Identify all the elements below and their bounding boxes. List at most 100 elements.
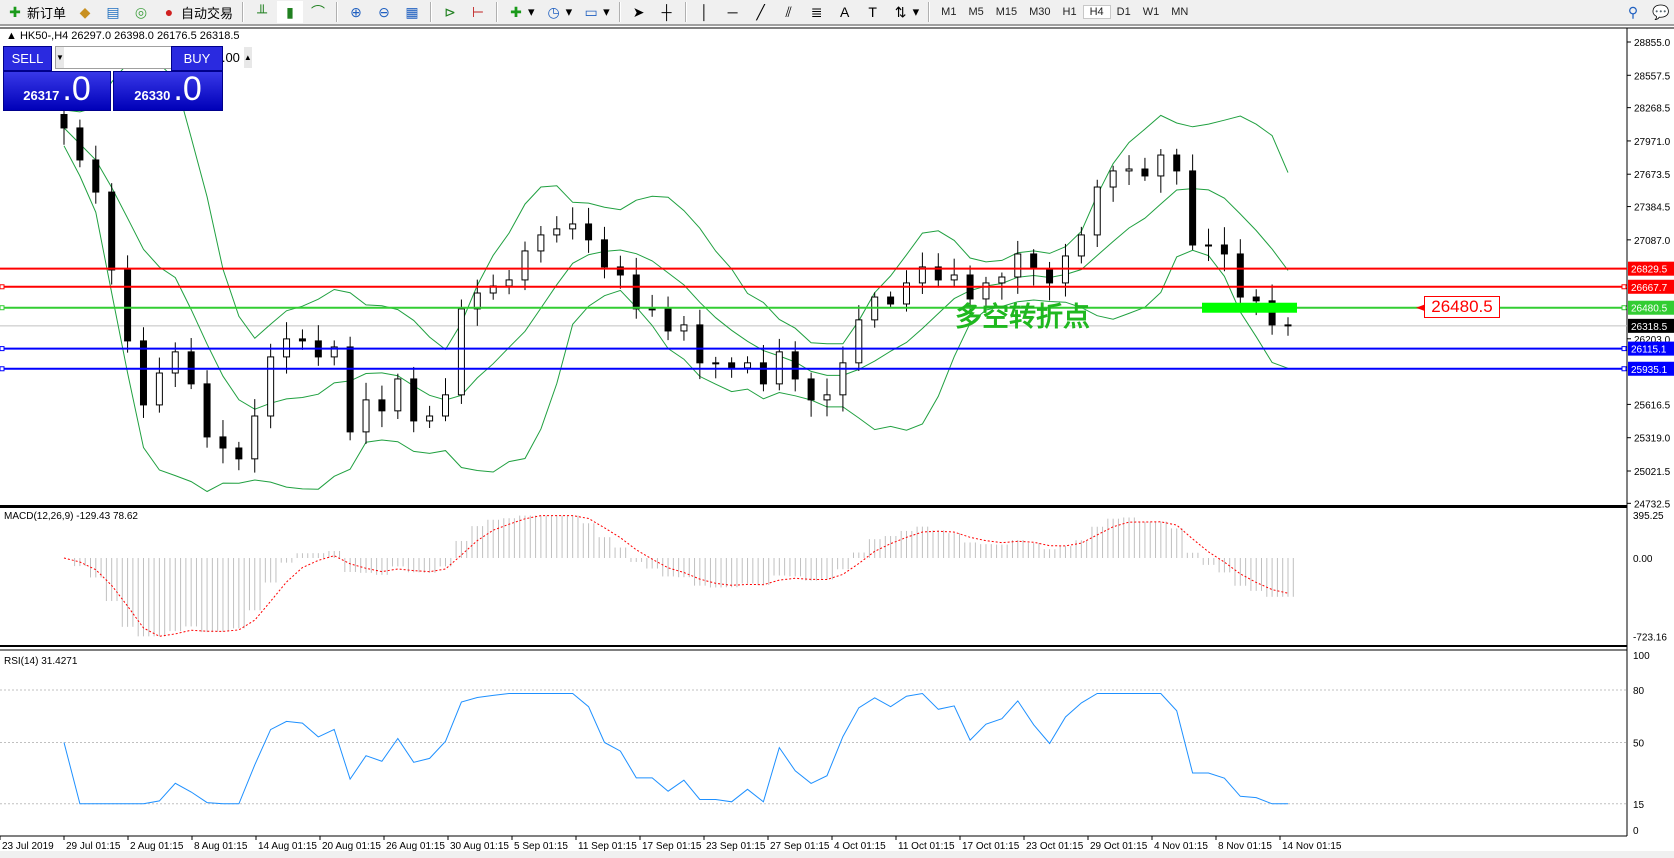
signals-button[interactable]: ◎ xyxy=(128,1,154,23)
collapse-icon[interactable]: ▲ xyxy=(6,30,20,42)
line-handle[interactable] xyxy=(0,346,5,352)
channel-icon: ⫽ xyxy=(785,3,792,20)
line-handle[interactable] xyxy=(1621,284,1627,290)
bull-candle xyxy=(251,415,259,460)
chat-button[interactable]: 💬 xyxy=(1648,1,1674,23)
bear-candle xyxy=(1141,168,1149,177)
pane-separator[interactable] xyxy=(0,505,1627,508)
bear-candle xyxy=(807,378,815,401)
time-axis-label: 17 Oct 01:15 xyxy=(962,841,1020,852)
bull-candle xyxy=(982,282,990,300)
timeframe-m1[interactable]: M1 xyxy=(941,6,957,18)
bull-candle xyxy=(1077,234,1085,257)
add-indicator-icon: ✚ xyxy=(510,3,522,20)
bull-candle xyxy=(553,228,561,236)
timeframe-d1[interactable]: D1 xyxy=(1116,6,1131,18)
lot-increase-button[interactable]: ▲ xyxy=(243,47,252,68)
time-axis-label: 8 Aug 01:15 xyxy=(194,841,248,852)
cursor-button[interactable]: ➤ xyxy=(626,1,652,23)
bull-candle xyxy=(537,234,545,252)
periods-button[interactable]: ◷ ▾ xyxy=(541,1,577,23)
reversal-point-annotation[interactable]: 多空转折点 xyxy=(955,302,1090,333)
trendline-button[interactable]: ╱ xyxy=(748,1,774,23)
level-price-tag-label: 25935.1 xyxy=(1631,365,1668,376)
price-tick-label: 27384.5 xyxy=(1634,203,1671,214)
buy-button[interactable]: BUY xyxy=(171,46,223,71)
bull-candle xyxy=(394,378,402,412)
crosshair-button[interactable]: ┼ xyxy=(654,1,680,23)
macd-axis-label: 0.00 xyxy=(1633,554,1653,565)
terminal-button[interactable]: ▤ xyxy=(100,1,126,23)
time-axis-label: 27 Sep 01:15 xyxy=(770,841,830,852)
bull-candle xyxy=(998,276,1006,284)
auto-scroll-button[interactable]: ⊳ xyxy=(437,1,463,23)
line-handle[interactable] xyxy=(0,305,5,311)
chart-shift-button[interactable]: ⊢ xyxy=(465,1,491,23)
indicators-button[interactable]: ✚ ▾ xyxy=(503,1,539,23)
price-tick-label: 28557.5 xyxy=(1634,71,1671,82)
history-button[interactable]: ◆ xyxy=(72,1,98,23)
bar-chart-button[interactable]: ╨ xyxy=(249,1,275,23)
price-tick-label: 24732.5 xyxy=(1634,499,1671,510)
sell-price-box[interactable]: 26317.0 xyxy=(3,71,111,111)
tile-windows-button[interactable]: ▦ xyxy=(399,1,425,23)
rsi-axis-label: 0 xyxy=(1633,826,1639,837)
buy-price-box[interactable]: 26330.0 xyxy=(113,71,223,111)
line-handle[interactable] xyxy=(1621,305,1627,311)
line-handle[interactable] xyxy=(0,366,5,372)
price-tick-label: 25021.5 xyxy=(1634,467,1671,478)
macd-axis-label: -723.16 xyxy=(1633,633,1667,644)
bull-candle xyxy=(1125,168,1133,172)
timeframe-m15[interactable]: M15 xyxy=(995,6,1018,18)
search-button[interactable]: ⚲ xyxy=(1620,1,1646,23)
horizontal-line-button[interactable]: ─ xyxy=(720,1,746,23)
bear-candle xyxy=(728,362,736,369)
new-order-label: 新订单 xyxy=(27,5,67,21)
time-axis-label: 29 Jul 01:15 xyxy=(66,841,121,852)
time-axis-label: 17 Sep 01:15 xyxy=(642,841,702,852)
chart-window[interactable]: 28855.0 28557.5 28268.5 27971.0 27673.5 27384… xyxy=(0,27,1674,858)
templates-button[interactable]: ▭ ▾ xyxy=(578,1,614,23)
bull-candle xyxy=(330,346,338,358)
bull-candle xyxy=(823,394,831,401)
sell-button[interactable]: SELL xyxy=(3,46,52,71)
candlestick-icon: ▮ xyxy=(286,3,294,20)
text-label-button[interactable]: T xyxy=(860,1,886,23)
level-price-label[interactable]: 26480.5 xyxy=(1424,296,1500,318)
line-handle[interactable] xyxy=(1621,346,1627,352)
chart-header: ▲ HK50-,H4 26297.0 26398.0 26176.5 26318… xyxy=(6,30,240,42)
timeframe-mn[interactable]: MN xyxy=(1171,6,1189,18)
line-handle[interactable] xyxy=(1621,366,1627,372)
timeframe-m30[interactable]: M30 xyxy=(1029,6,1051,18)
bear-candle xyxy=(235,447,243,460)
bid-price-tag xyxy=(1628,318,1674,333)
text-button[interactable]: A xyxy=(832,1,858,23)
line-handle[interactable] xyxy=(0,284,5,290)
candle-chart-button[interactable]: ▮ xyxy=(277,1,304,23)
arrows-button[interactable]: ⇅ ▾ xyxy=(888,1,924,23)
fibonacci-button[interactable]: ≣ xyxy=(804,1,830,23)
timeframe-h1[interactable]: H1 xyxy=(1062,6,1077,18)
zoom-in-button[interactable]: ⊕ xyxy=(343,1,369,23)
line-chart-button[interactable]: ⌒ xyxy=(305,1,331,23)
bear-candle xyxy=(791,351,799,380)
book-icon: ◆ xyxy=(79,3,91,20)
zoom-out-button[interactable]: ⊖ xyxy=(371,1,397,23)
time-axis-label: 23 Sep 01:15 xyxy=(706,841,766,852)
auto-trading-button[interactable]: ● 自动交易 xyxy=(156,1,237,23)
new-order-button[interactable]: ✚ 新订单 xyxy=(2,1,70,23)
lot-decrease-button[interactable]: ▼ xyxy=(56,47,64,68)
bull-candle xyxy=(1093,186,1101,236)
equidistant-channel-button[interactable]: ⫽ xyxy=(776,1,802,23)
timeframe-m5[interactable]: M5 xyxy=(968,6,984,18)
level-price-tag-label: 26829.5 xyxy=(1631,265,1668,276)
timeframe-w1[interactable]: W1 xyxy=(1142,6,1160,18)
bull-candle xyxy=(712,362,720,365)
one-click-trading-panel: SELL ▼ ▲ BUY 26317.0 26330.0 xyxy=(3,46,252,111)
bear-candle xyxy=(934,266,942,281)
support-zone-marker[interactable] xyxy=(1202,302,1297,313)
vertical-line-button[interactable]: │ xyxy=(692,1,718,23)
clock-icon: ◷ xyxy=(547,3,560,20)
price-tick-label: 25319.0 xyxy=(1634,434,1671,445)
timeframe-h4[interactable]: H4 xyxy=(1082,5,1111,19)
